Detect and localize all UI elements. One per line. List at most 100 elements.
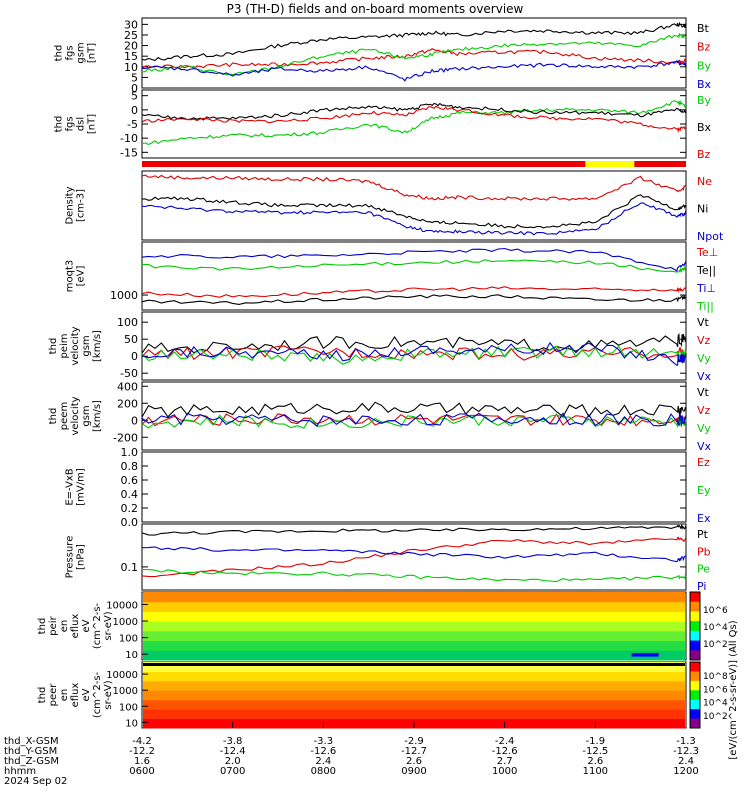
x-axis-value: -12.6 — [492, 746, 518, 757]
legend-label-Pb: Pb — [697, 545, 711, 558]
x-axis-value: -12.6 — [310, 746, 336, 757]
y-label-e_field-0: E=-VxB — [65, 468, 76, 505]
colorbar-tick-label: 10^2 — [703, 712, 728, 722]
x-axis-value: -12.7 — [401, 746, 427, 757]
spectrogram-band — [143, 640, 685, 651]
x-axis-row-label: thd_X-GSM — [4, 736, 59, 747]
panel-frame-pressure — [141, 523, 687, 591]
x-axis-value: -12.3 — [673, 746, 699, 757]
series-line-By — [141, 32, 687, 76]
y-label-peir_spectrogram-1: peir — [48, 615, 59, 635]
legend-label-Vy: Vy — [697, 422, 711, 435]
status-bar-red — [142, 161, 586, 167]
series-line-Vy — [141, 344, 687, 365]
panel-frame-peim_velocity — [141, 311, 687, 381]
spectrogram-band — [143, 690, 685, 701]
y-label-peir_spectrogram-0: thd — [37, 618, 48, 635]
y-tick-label: 1.0 — [121, 446, 139, 459]
y-tick-label: -5 — [127, 118, 138, 131]
y-tick-label: 100 — [119, 702, 138, 713]
y-label-fgs_dsl-1: fgs — [65, 116, 76, 131]
legend-label-Vz: Vz — [697, 334, 711, 347]
series-line-Ni — [141, 194, 687, 229]
colorbar-segment — [690, 630, 700, 642]
y-tick-label: 10000 — [106, 670, 138, 681]
legend-label-Pi: Pi — [697, 580, 706, 593]
y-tick-label: 1000 — [113, 686, 138, 697]
y-tick-label: 10 — [124, 61, 138, 74]
y-label-fgs_gsm-3: [nT] — [87, 43, 98, 63]
x-axis-value: -12.4 — [220, 746, 246, 757]
spectrogram-band — [143, 671, 685, 682]
x-axis-value: -12.5 — [582, 746, 608, 757]
panel-frame-fgs_gsm — [141, 17, 687, 89]
series-line-Bx — [141, 102, 687, 121]
x-axis-value: 0800 — [311, 766, 336, 777]
y-tick-label: 5 — [131, 90, 138, 103]
legend-label-Te||: Te|| — [696, 264, 716, 277]
y-tick-label: 100 — [117, 316, 138, 329]
legend-label-Vx: Vx — [697, 370, 712, 383]
panel-frame-peem_velocity — [141, 381, 687, 451]
spectrogram-band — [143, 662, 685, 672]
colorbar-segment — [690, 621, 700, 632]
y-tick-label: 100 — [119, 634, 138, 645]
series-line-Pt — [141, 523, 687, 536]
x-axis-row-label: thd_Z-GSM — [4, 756, 59, 767]
spectrogram-band — [143, 680, 685, 691]
legend-label-Bx: Bx — [697, 121, 712, 134]
x-axis-value: -4.2 — [132, 736, 152, 747]
legend-label-Npot: Npot — [697, 230, 724, 243]
legend-label-Vy: Vy — [697, 352, 711, 365]
legend-label-Pe: Pe — [697, 563, 710, 576]
spectrogram-band — [143, 601, 685, 612]
y-label-fgs_dsl-2: dsl — [76, 117, 87, 131]
x-axis-value: 2.4 — [315, 756, 331, 767]
y-tick-label: 10 — [125, 718, 138, 729]
spectrogram-band — [143, 621, 685, 632]
colorbar-frame — [689, 591, 701, 661]
x-axis-row-label: hhmm — [4, 766, 36, 777]
y-tick-label: 0 — [131, 82, 138, 95]
colorbar-frame — [689, 661, 701, 729]
y-tick-label: 25 — [124, 29, 138, 42]
spectrogram-band — [143, 699, 685, 710]
spectrogram-band — [143, 709, 685, 720]
x-axis-value: -2.4 — [495, 736, 515, 747]
legend-label-Bx: Bx — [697, 78, 712, 91]
y-label-peem_velocity-3: gsm — [81, 405, 92, 426]
y-label-fgs_gsm-1: fgs — [65, 45, 76, 60]
series-line-Bt — [141, 21, 687, 62]
x-axis-value: 2.0 — [225, 756, 241, 767]
legend-label-Ti⊥: Ti⊥ — [696, 282, 716, 295]
x-axis-value: 1200 — [673, 766, 698, 777]
status-bar-red-2 — [634, 161, 686, 167]
y-label-peem_velocity-4: [km/s] — [92, 400, 103, 432]
y-tick-label: 10000 — [106, 600, 138, 611]
series-line-Npot — [141, 202, 687, 236]
y-tick-label: 0.1 — [121, 561, 139, 574]
series-line-Te⊥ — [141, 286, 687, 298]
x-axis-value: 0900 — [401, 766, 426, 777]
x-axis-row-label: thd_Y-GSM — [4, 746, 57, 757]
y-label-fgs_dsl-3: [nT] — [87, 114, 98, 134]
x-axis-value: -12.2 — [129, 746, 155, 757]
chart-title: P3 (TH-D) fields and on-board moments ov… — [227, 2, 524, 16]
series-line-By — [141, 99, 687, 146]
panel-frame-e_field — [141, 451, 687, 523]
y-label-peem_velocity-0: thd — [48, 408, 59, 425]
legend-label-By: By — [697, 59, 712, 72]
legend-label-Bt: Bt — [697, 22, 710, 35]
legend-label-Ne: Ne — [697, 175, 712, 188]
y-tick-label: -15 — [120, 146, 138, 159]
x-axis-date: 2024 Sep 02 — [4, 776, 67, 787]
y-label-peim_velocity-2: velocity — [70, 326, 81, 365]
colorbar-segment — [690, 671, 700, 682]
spectrogram-top-band — [143, 663, 685, 666]
y-tick-label: 1000 — [110, 289, 138, 302]
series-line-Bz — [141, 105, 687, 133]
y-label-fgs_gsm-0: thd — [54, 45, 65, 62]
series-line-Pi — [141, 546, 687, 563]
colorbar-segment — [690, 680, 700, 691]
colorbar-tick-label: 10^8 — [703, 672, 728, 682]
